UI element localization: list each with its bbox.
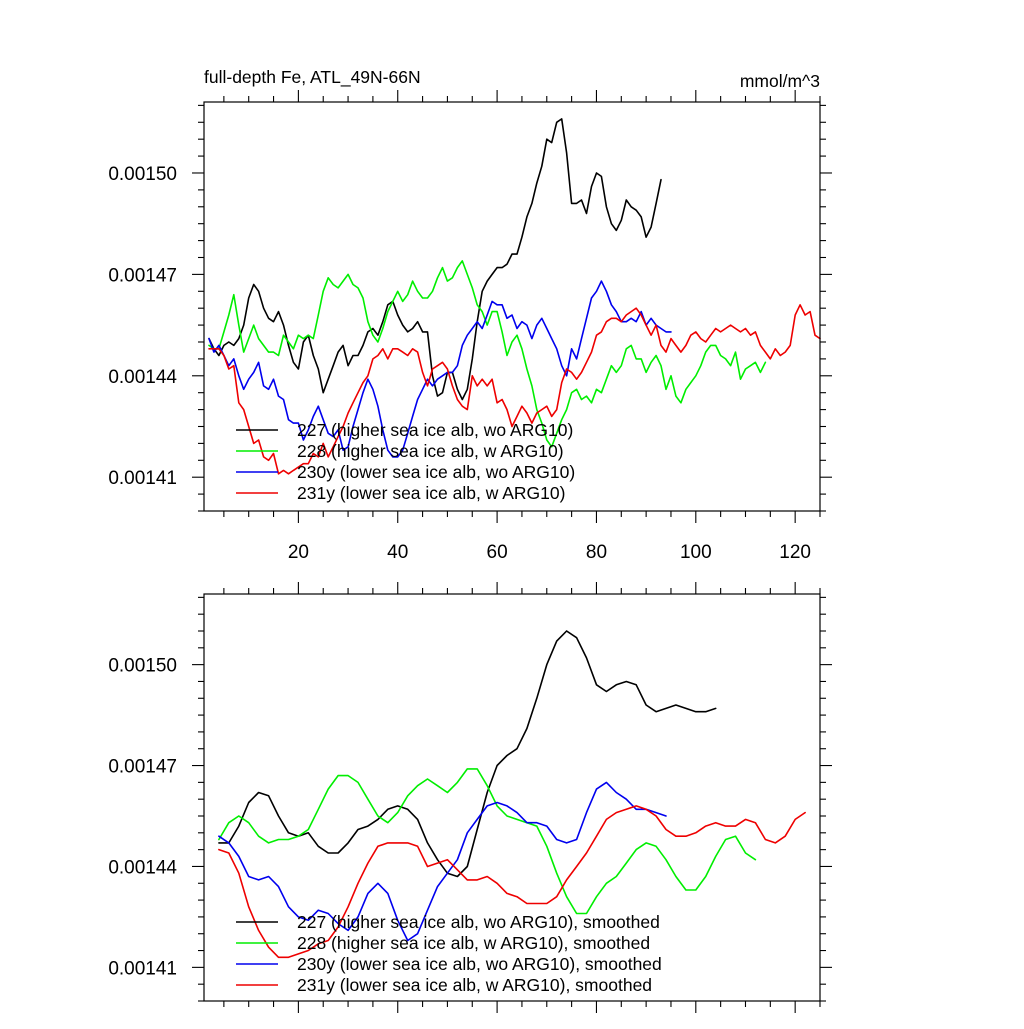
- top-legend-label: 230y (lower sea ice alb, wo ARG10): [297, 462, 575, 482]
- top-series-line-3: [208, 304, 821, 475]
- top-x-tick-label: 100: [680, 542, 712, 563]
- top-x-tick-label: 120: [779, 542, 811, 563]
- units-label: mmol/m^3: [740, 71, 820, 91]
- top-y-tick-label: 0.00144: [108, 367, 177, 388]
- top-y-tick-label: 0.00141: [108, 468, 177, 489]
- top-legend-label: 231y (lower sea ice alb, w ARG10): [297, 483, 565, 503]
- top-legend-label: 227 (higher sea ice alb, wo ARG10): [297, 420, 573, 440]
- top-plot-area: 0.00141 0.00144 0.00147 0.00150 20 40 60 80 100 1…: [108, 90, 832, 563]
- bottom-y-tick-label: 0.00147: [108, 757, 177, 778]
- top-y-tick-label: 0.00150: [108, 164, 177, 185]
- bottom-y-tick-label: 0.00141: [108, 958, 177, 979]
- bottom-axes-frame: [203, 593, 821, 1002]
- top-x-tick-label: 60: [487, 542, 508, 563]
- bottom-legend-label: 231y (lower sea ice alb, w ARG10), smoot…: [297, 975, 652, 995]
- bottom-legend-label: 228 (higher sea ice alb, w ARG10), smoot…: [297, 933, 650, 953]
- bottom-legend-label: 230y (lower sea ice alb, wo ARG10), smoo…: [297, 954, 662, 974]
- top-axes-frame: [203, 101, 821, 512]
- top-x-tick-label: 20: [288, 542, 309, 563]
- top-series-line-2: [208, 280, 672, 458]
- bottom-panel: 0.00141 0.00144 0.00147 0.00150 227 (higher…: [108, 582, 832, 1013]
- bottom-series-line-0: [218, 630, 717, 878]
- bottom-series-line-2: [218, 781, 667, 942]
- top-x-tick-label: 40: [387, 542, 408, 563]
- bottom-legend: 227 (higher sea ice alb, wo ARG10), smoo…: [236, 912, 662, 995]
- bottom-series-line-3: [218, 805, 806, 959]
- top-series-line-1: [208, 260, 767, 448]
- top-panel: 0.00141 0.00144 0.00147 0.00150 20 40 60 80 100 1…: [108, 90, 832, 563]
- bottom-series-line-1: [218, 768, 757, 915]
- top-y-tick-label: 0.00147: [108, 265, 177, 286]
- chart-title: full-depth Fe, ATL_49N-66N: [204, 67, 421, 88]
- top-x-tick-label: 80: [586, 542, 607, 563]
- top-legend: 227 (higher sea ice alb, wo ARG10)228 (h…: [236, 420, 575, 503]
- bottom-y-tick-label: 0.00144: [108, 857, 177, 878]
- top-series-line-0: [208, 118, 662, 401]
- bottom-legend-label: 227 (higher sea ice alb, wo ARG10), smoo…: [297, 912, 660, 932]
- bottom-y-tick-label: 0.00150: [108, 656, 177, 677]
- bottom-plot-area: 0.00141 0.00144 0.00147 0.00150: [108, 582, 832, 1013]
- top-legend-label: 228 (higher sea ice alb, w ARG10): [297, 441, 564, 461]
